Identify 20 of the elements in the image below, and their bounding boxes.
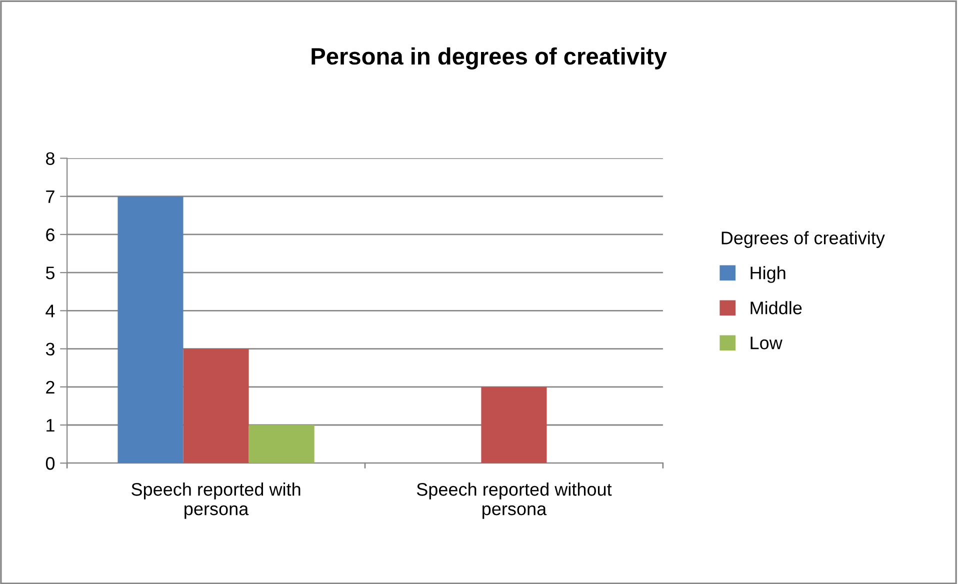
legend-title: Degrees of creativity (722, 231, 885, 248)
y-tick-label: 7 (46, 190, 54, 203)
y-tick-label: 4 (46, 304, 55, 318)
legend-label: Middle (750, 301, 802, 314)
y-tick-label: 0 (46, 457, 55, 470)
y-tick-label: 5 (46, 266, 54, 280)
bar (481, 386, 547, 464)
bar (118, 196, 184, 464)
y-tick-label: 8 (46, 152, 54, 165)
bar (248, 425, 314, 464)
y-tick-label: 1 (46, 419, 54, 432)
legend-label: High (750, 266, 786, 283)
y-tick-label: 6 (46, 228, 54, 242)
y-tick-label: 3 (46, 342, 54, 356)
legend-label: Low (750, 336, 782, 350)
y-tick-label: 2 (46, 380, 54, 394)
chart-title: Persona in degrees of creativity (312, 47, 667, 70)
x-tick-label: Speech reported with persona (132, 482, 300, 519)
x-tick-label: Speech reported without persona (416, 482, 612, 519)
bar (183, 348, 249, 464)
